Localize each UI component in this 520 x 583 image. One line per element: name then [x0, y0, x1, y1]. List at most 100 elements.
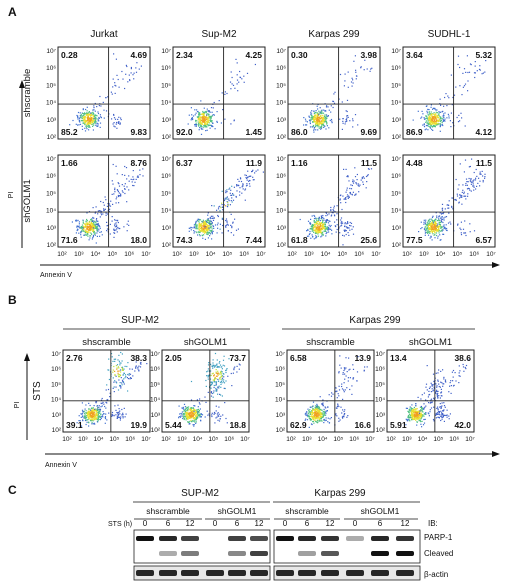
data-dot: [225, 219, 227, 222]
data-dot: [312, 116, 314, 118]
data-dot: [103, 109, 105, 111]
data-dot: [429, 411, 431, 413]
data-dot: [102, 201, 104, 204]
data-dot: [313, 412, 315, 414]
data-dot: [329, 226, 331, 228]
x-tick-label: 10⁷: [141, 436, 151, 443]
data-dot: [86, 110, 88, 112]
data-dot: [201, 230, 203, 232]
data-dot: [113, 122, 115, 124]
data-dot: [428, 115, 430, 117]
data-dot: [95, 219, 97, 221]
data-dot: [211, 412, 213, 414]
data-dot: [348, 357, 350, 359]
data-dot: [325, 228, 327, 230]
quadrant-ul: 4.48: [406, 158, 423, 168]
data-dot: [94, 234, 96, 236]
data-dot: [88, 111, 90, 113]
data-dot: [465, 184, 467, 186]
data-dot: [430, 125, 432, 127]
data-dot: [203, 229, 205, 232]
data-dot: [118, 360, 120, 362]
data-dot: [439, 234, 441, 236]
data-dot: [79, 121, 81, 123]
data-dot: [431, 225, 433, 227]
data-dot: [413, 409, 415, 411]
data-dot: [443, 119, 445, 121]
data-dot: [85, 223, 87, 225]
data-dot: [99, 114, 101, 116]
y-tick-label: 10²: [376, 427, 386, 434]
data-dot: [318, 412, 320, 414]
data-dot: [224, 118, 226, 120]
data-dot: [339, 118, 341, 120]
data-dot: [415, 408, 418, 410]
data-dot: [408, 411, 410, 413]
data-dot: [115, 226, 118, 228]
data-dot: [88, 239, 90, 241]
y-tick-label: 10⁵: [150, 381, 160, 388]
data-dot: [86, 223, 88, 225]
data-dot: [136, 176, 138, 178]
data-dot: [202, 224, 204, 227]
data-dot: [365, 187, 367, 189]
data-dot: [187, 414, 189, 416]
data-dot: [426, 365, 428, 367]
data-dot: [304, 118, 307, 120]
data-dot: [325, 215, 327, 217]
data-dot: [442, 118, 444, 120]
data-dot: [118, 379, 120, 381]
data-dot: [236, 184, 238, 186]
data-dot: [94, 117, 96, 119]
data-dot: [320, 420, 322, 422]
data-dot: [85, 418, 87, 420]
data-dot: [94, 408, 96, 410]
data-dot: [194, 419, 196, 421]
data-dot: [121, 70, 123, 73]
data-dot: [438, 369, 440, 371]
data-dot: [187, 123, 189, 125]
data-dot: [321, 235, 323, 237]
data-dot: [90, 223, 92, 225]
data-dot: [206, 224, 208, 226]
data-dot: [94, 225, 97, 227]
data-dot: [224, 387, 226, 390]
sts-label: STS (h): [108, 521, 132, 528]
data-dot: [87, 118, 89, 120]
data-dot: [436, 395, 439, 397]
data-dot: [202, 115, 204, 117]
data-dot: [320, 416, 322, 418]
data-dot: [440, 226, 442, 228]
data-dot: [216, 209, 218, 211]
data-dot: [225, 190, 227, 192]
data-dot: [423, 418, 425, 421]
data-dot: [458, 382, 460, 384]
data-dot: [440, 230, 442, 232]
data-dot: [440, 104, 442, 106]
y-tick-label: 10⁴: [276, 208, 286, 215]
data-dot: [107, 96, 109, 98]
data-dot: [320, 115, 322, 117]
data-dot: [428, 119, 430, 121]
data-dot: [423, 422, 426, 424]
data-dot: [313, 219, 315, 222]
data-dot: [433, 380, 435, 382]
data-dot: [479, 171, 481, 173]
data-dot: [196, 232, 198, 234]
data-dot: [408, 416, 410, 418]
data-dot: [87, 414, 90, 416]
data-dot: [95, 221, 97, 223]
data-dot: [440, 230, 442, 232]
data-dot: [440, 419, 442, 422]
x-tick-label: 10⁶: [354, 251, 364, 258]
data-dot: [421, 410, 423, 412]
data-dot: [132, 170, 134, 172]
data-dot: [326, 123, 328, 125]
band-parp1: [136, 536, 154, 541]
data-dot: [196, 219, 198, 221]
data-dot: [352, 118, 354, 120]
data-dot: [129, 377, 132, 379]
timepoint-label: 12: [255, 519, 264, 528]
data-dot: [246, 183, 248, 185]
data-dot: [331, 229, 333, 231]
